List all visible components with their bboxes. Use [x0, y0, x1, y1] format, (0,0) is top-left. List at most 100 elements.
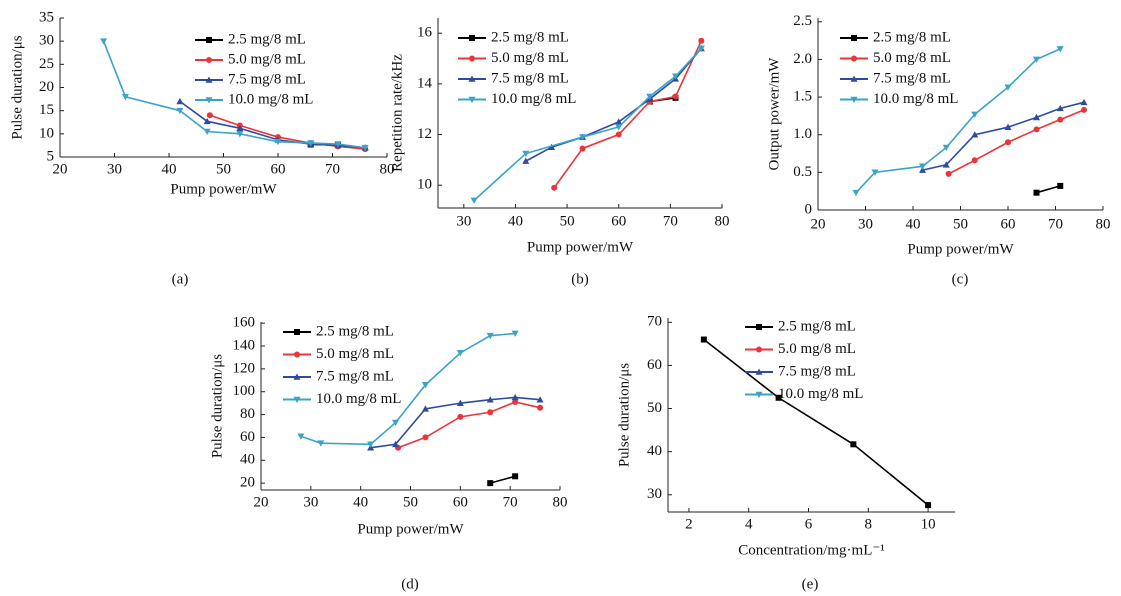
marker [697, 45, 705, 52]
marker [206, 112, 213, 119]
marker [1033, 189, 1040, 196]
legend-label: 2.5 mg/8 mL [491, 29, 569, 45]
marker [756, 324, 762, 330]
legend-label: 10.0 mg/8 mL [873, 91, 958, 107]
x-tick-label: 20 [254, 494, 269, 510]
marker [919, 163, 926, 170]
series-line [300, 332, 516, 446]
x-tick-label: 4 [745, 516, 753, 532]
legend-label: 10.0 mg/8 mL [778, 386, 863, 402]
y-tick-label: 100 [233, 383, 256, 399]
marker [469, 55, 475, 62]
marker [334, 141, 342, 148]
legend-label: 2.5 mg/8 mL [778, 318, 856, 334]
marker [698, 37, 705, 44]
marker [486, 396, 494, 403]
marker [205, 97, 213, 104]
y-tick-label: 50 [647, 400, 662, 416]
marker [775, 394, 782, 401]
marker [852, 189, 860, 197]
series-line [922, 101, 1085, 171]
x-tick-label: 20 [53, 161, 68, 177]
legend-label: 7.5 mg/8 mL [228, 71, 306, 87]
marker [672, 93, 679, 100]
marker [522, 157, 530, 164]
x-tick-label: 20 [811, 216, 826, 232]
y-tick-label: 14 [417, 75, 433, 91]
marker [850, 75, 858, 82]
x-tick-label: 30 [107, 161, 122, 177]
legend-label: 7.5 mg/8 mL [316, 368, 394, 384]
marker [487, 480, 494, 487]
marker [1056, 104, 1064, 112]
marker [615, 118, 623, 125]
x-tick-label: 60 [453, 494, 468, 510]
caption: (e) [802, 576, 819, 592]
marker [297, 433, 305, 440]
series-line [490, 475, 516, 484]
marker [851, 35, 857, 41]
y-tick-label: 25 [39, 56, 54, 72]
x-tick-label: 10 [921, 516, 936, 532]
marker [206, 37, 212, 43]
marker [1004, 123, 1012, 130]
marker [206, 57, 212, 63]
legend-label: 5.0 mg/8 mL [316, 346, 394, 362]
marker [468, 75, 476, 82]
x-axis-title: Pump power/mW [357, 521, 464, 537]
marker [615, 131, 622, 138]
x-tick-label: 60 [271, 161, 286, 177]
marker [942, 161, 950, 168]
x-axis-title: Pump power/mW [527, 239, 634, 255]
marker [511, 393, 519, 401]
marker [236, 124, 244, 132]
y-axis-title: Pulse duration/μs [9, 35, 25, 139]
legend-label: 2.5 mg/8 mL [316, 323, 394, 339]
marker [851, 55, 857, 62]
y-tick-label: 20 [240, 475, 255, 491]
series-line [855, 48, 1061, 194]
marker [1056, 46, 1064, 53]
y-tick-label: 10 [417, 177, 432, 193]
marker [487, 409, 494, 416]
marker [100, 38, 108, 45]
x-tick-label: 70 [325, 161, 340, 177]
y-tick-label: 5 [47, 148, 55, 164]
legend-label: 5.0 mg/8 mL [873, 50, 951, 66]
marker [971, 111, 979, 118]
y-tick-label: 30 [647, 486, 662, 502]
y-tick-label: 1.0 [793, 126, 812, 142]
marker [469, 35, 475, 41]
y-tick-label: 30 [39, 33, 54, 49]
x-tick-label: 30 [456, 213, 471, 229]
y-tick-label: 40 [647, 443, 662, 459]
y-tick-label: 0.5 [793, 164, 812, 180]
caption: (c) [952, 271, 969, 287]
x-tick-label: 40 [353, 494, 368, 510]
y-tick-label: 80 [240, 406, 255, 422]
x-tick-label: 6 [805, 516, 813, 532]
legend-label: 2.5 mg/8 mL [228, 31, 306, 47]
x-tick-label: 50 [953, 216, 968, 232]
marker [756, 346, 762, 353]
series-line [397, 401, 541, 449]
y-axis-title: Pulse duration/μs [616, 363, 632, 467]
series-line [1036, 185, 1061, 194]
y-tick-label: 40 [240, 452, 255, 468]
marker [457, 413, 464, 420]
marker [236, 131, 244, 138]
marker [203, 128, 211, 136]
marker [294, 351, 300, 358]
y-tick-label: 12 [417, 126, 432, 142]
marker [367, 441, 375, 448]
legend-label: 5.0 mg/8 mL [778, 341, 856, 357]
marker [468, 96, 476, 103]
marker [1005, 139, 1011, 146]
x-tick-label: 40 [162, 161, 177, 177]
y-tick-label: 140 [233, 337, 256, 353]
marker [971, 157, 978, 164]
marker [971, 131, 979, 138]
caption: (d) [401, 576, 419, 592]
x-tick-label: 50 [403, 494, 418, 510]
marker [522, 150, 530, 158]
